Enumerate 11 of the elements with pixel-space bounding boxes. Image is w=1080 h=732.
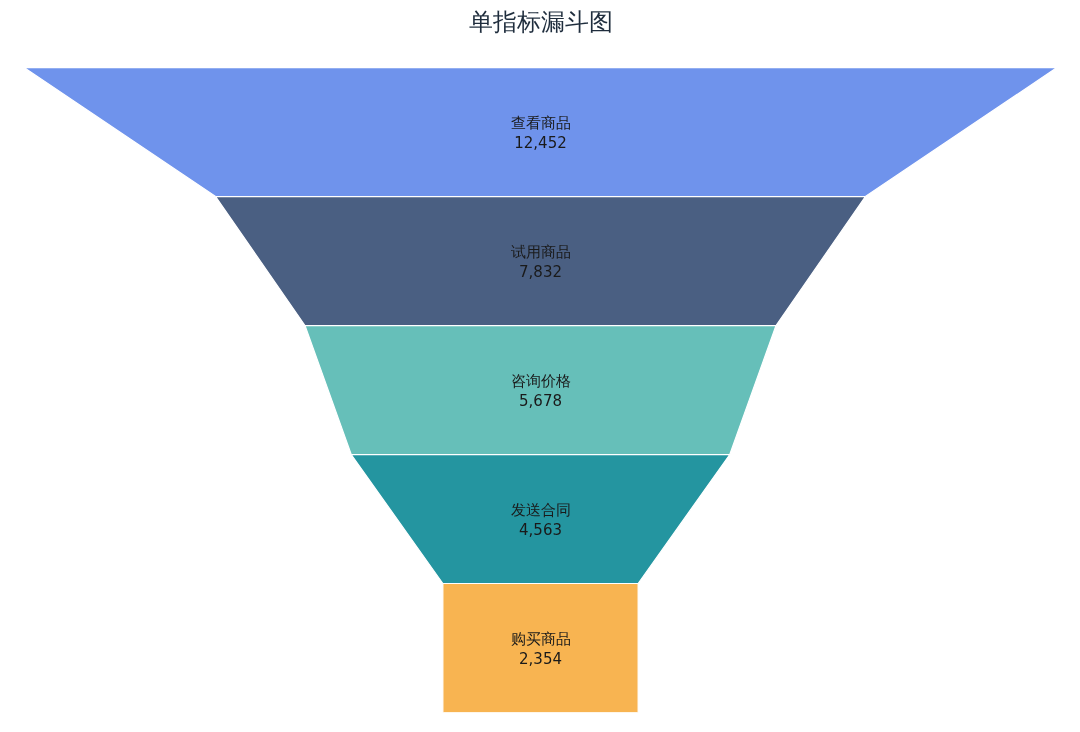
category-label: 试用商品 (510, 243, 571, 262)
category-label: 咨询价格 (510, 372, 571, 391)
data-label: 7,832 (519, 263, 562, 282)
data-label: 4,563 (519, 521, 562, 540)
text: 单指标漏斗图 (468, 7, 613, 36)
data-label: 5,678 (519, 392, 562, 411)
category-label: 发送合同 (510, 501, 571, 519)
category-label: 查看商品 (510, 114, 571, 133)
category-label: 购买商品 (510, 629, 571, 648)
data-label: 2,354 (519, 650, 562, 669)
data-label: 12,452 (514, 134, 567, 153)
